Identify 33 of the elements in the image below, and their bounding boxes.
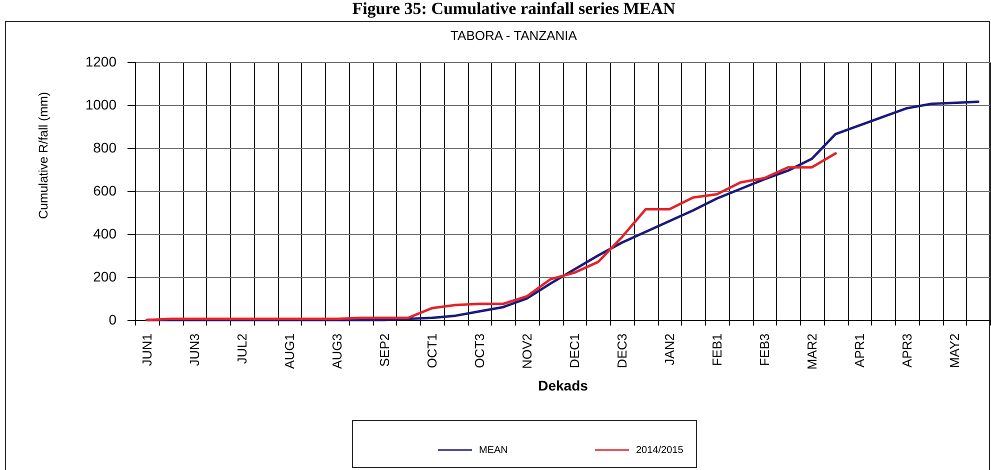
y-tick-label: 800: [93, 140, 117, 156]
x-tick-label: JUL2: [234, 334, 250, 364]
legend-label: MEAN: [479, 445, 508, 456]
x-tick-label: JUN3: [186, 334, 202, 366]
x-tick-label: AUG1: [282, 334, 297, 369]
x-tick-label: OCT3: [472, 334, 487, 368]
line-series: [146, 100, 980, 322]
x-tick-label: NOV2: [519, 334, 534, 369]
x-tick-label: FEB3: [756, 334, 772, 366]
x-tick-label: DEC3: [614, 334, 630, 368]
y-tick-label: 200: [93, 268, 117, 284]
y-tick-label: 1200: [85, 54, 117, 70]
y-tick-label: 400: [93, 226, 117, 242]
x-tick-label: OCT1: [424, 334, 440, 368]
y-tick-label: 600: [93, 182, 117, 198]
x-tick-label: MAR2: [804, 334, 820, 370]
x-tick-label: JUN1: [139, 334, 154, 366]
chart-subtitle: TABORA - TANZANIA: [450, 28, 578, 43]
x-tick-label: JAN2: [662, 334, 677, 366]
x-tick-label: APR3: [899, 334, 914, 368]
x-tick-label: FEB1: [709, 334, 724, 366]
chart-title: Figure 35: Cumulative rainfall series MEAN: [352, 0, 676, 18]
x-tick-label: SEP2: [376, 334, 392, 367]
x-tick-label: DEC1: [566, 334, 582, 368]
x-tick-label: MAY2: [946, 334, 962, 368]
x-tick-label: AUG3: [329, 334, 344, 369]
x-axis-title: Dekads: [538, 378, 588, 394]
y-axis-title: Cumulative R/fall (mm): [36, 92, 50, 220]
y-tick-label: 0: [108, 312, 117, 328]
y-tick-label: 1000: [85, 96, 117, 112]
line-series: [146, 152, 837, 322]
x-tick-label: APR1: [852, 334, 867, 368]
legend-label: 2014/2015: [636, 445, 684, 456]
